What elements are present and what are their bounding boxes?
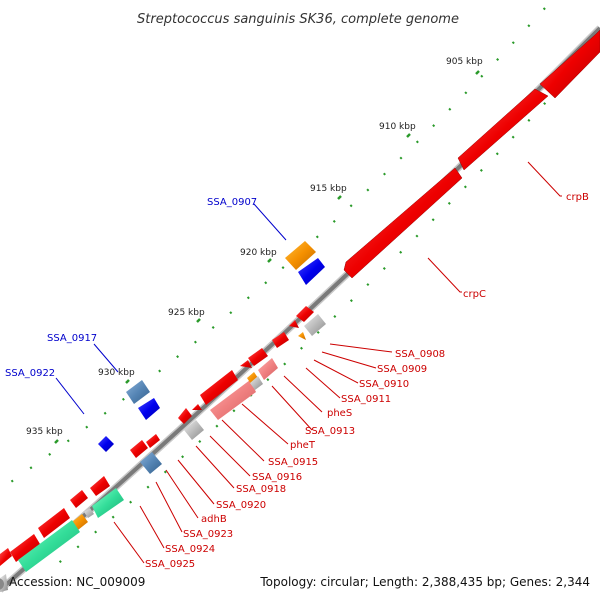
major-ticks	[54, 70, 480, 444]
gene-pheS[interactable]	[258, 358, 278, 380]
label-SSA_0922: SSA_0922	[5, 368, 55, 379]
gene-red-small-2[interactable]	[192, 404, 202, 410]
gene-SSA_0911[interactable]	[289, 320, 299, 328]
gene-SSA_0907[interactable]	[285, 241, 316, 270]
label-SSA_0917: SSA_0917	[47, 333, 97, 344]
gene-red-ll-2[interactable]	[70, 490, 88, 508]
label-SSA_0911: SSA_0911	[341, 394, 391, 405]
gene-pheT[interactable]	[200, 370, 238, 405]
gene-red-mid-a[interactable]	[248, 348, 268, 366]
tick-label-930: 930 kbp	[98, 368, 135, 378]
gene-crpC[interactable]	[343, 167, 463, 279]
gene-SSA_0923[interactable]	[84, 508, 94, 518]
gene-SSA_0922[interactable]	[98, 436, 114, 452]
accession-text: Accession: NC_009009	[9, 575, 145, 589]
gene-SSA_0910[interactable]	[298, 332, 306, 340]
topology-summary: Topology: circular; Length: 2,388,435 bp…	[259, 575, 590, 589]
inner-tick-ring	[54, 51, 593, 567]
label-SSA_0918: SSA_0918	[236, 484, 286, 495]
gene-SSA_0920[interactable]	[146, 434, 160, 448]
gene-red-ll-3[interactable]	[38, 508, 70, 538]
gene-blue-0906[interactable]	[298, 258, 325, 285]
label-SSA_0924: SSA_0924	[165, 544, 215, 555]
gene-SSA_0917[interactable]	[126, 380, 150, 404]
label-SSA_0920: SSA_0920	[216, 500, 266, 511]
label-SSA_0907: SSA_0907	[207, 197, 257, 208]
gene-red-ll-4[interactable]	[10, 534, 40, 562]
gene-SSA_0913[interactable]	[210, 380, 256, 420]
label-SSA_0913: SSA_0913	[305, 426, 355, 437]
tick-label-935: 935 kbp	[26, 427, 63, 437]
gene-gray-mid[interactable]	[250, 376, 263, 390]
label-SSA_0909: SSA_0909	[377, 364, 427, 375]
gene-SSA_0908[interactable]	[296, 306, 314, 322]
outer-tick-ring	[7, 7, 546, 485]
gene-red-mid-c[interactable]	[240, 360, 252, 368]
gene-SSA_0918[interactable]	[130, 440, 148, 458]
gene-red-mid-b[interactable]	[272, 332, 289, 348]
gene-crpB[interactable]	[457, 29, 600, 171]
accession-marker-icon	[0, 578, 4, 590]
tick-label-915: 915 kbp	[310, 184, 347, 194]
label-SSA_0923: SSA_0923	[183, 529, 233, 540]
label-adhB: adhB	[201, 514, 227, 525]
label-crpC: crpC	[463, 289, 486, 300]
tick-label-905: 905 kbp	[446, 57, 483, 67]
tick-label-920: 920 kbp	[240, 248, 277, 258]
gene-SSA_0916[interactable]	[140, 452, 162, 474]
label-SSA_0910: SSA_0910	[359, 379, 409, 390]
gene-blue-0917b[interactable]	[138, 398, 160, 420]
label-crpB: crpB	[566, 192, 589, 203]
label-SSA_0915: SSA_0915	[268, 457, 318, 468]
gene-red-small-1[interactable]	[178, 408, 192, 424]
callout-lines-blue	[55, 203, 287, 415]
gene-SSA_0925[interactable]	[18, 520, 80, 572]
map-title: Streptococcus sanguinis SK36, complete g…	[137, 12, 459, 27]
callout-lines-red	[113, 161, 562, 564]
label-SSA_0925: SSA_0925	[145, 559, 195, 570]
gene-SSA_0915[interactable]	[184, 420, 204, 440]
gene-SSA_0909[interactable]	[304, 314, 326, 336]
tick-label-910: 910 kbp	[379, 122, 416, 132]
label-pheT: pheT	[290, 440, 316, 451]
label-pheS: pheS	[327, 408, 352, 419]
gene-red-ll-5[interactable]	[0, 548, 12, 566]
gene-SSA_0924[interactable]	[92, 488, 124, 518]
label-SSA_0908: SSA_0908	[395, 349, 445, 360]
tick-label-925: 925 kbp	[168, 308, 205, 318]
gene-orange-mid[interactable]	[247, 372, 258, 384]
label-SSA_0916: SSA_0916	[252, 472, 302, 483]
gene-red-ll-1[interactable]	[90, 476, 110, 496]
